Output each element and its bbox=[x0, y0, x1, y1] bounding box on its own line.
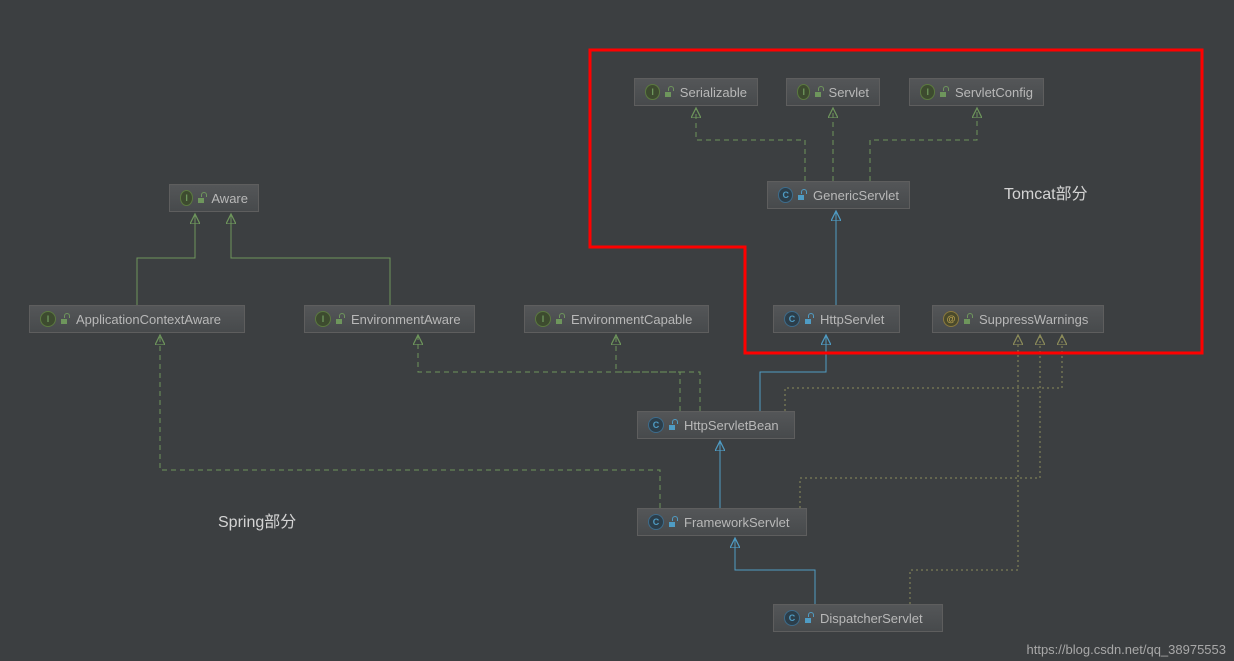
interface-icon: I bbox=[180, 190, 193, 206]
visibility-icon bbox=[797, 190, 807, 200]
node-httpservlet: C HttpServlet bbox=[773, 305, 900, 333]
node-appcontextaware: I ApplicationContextAware bbox=[29, 305, 245, 333]
visibility-icon bbox=[197, 193, 205, 203]
node-label: DispatcherServlet bbox=[820, 611, 923, 626]
node-serializable: I Serializable bbox=[634, 78, 758, 106]
interface-icon: I bbox=[920, 84, 935, 100]
interface-icon: I bbox=[40, 311, 56, 327]
node-genericservlet: C GenericServlet bbox=[767, 181, 910, 209]
node-label: SuppressWarnings bbox=[979, 312, 1088, 327]
node-label: ServletConfig bbox=[955, 85, 1033, 100]
node-label: Servlet bbox=[829, 85, 869, 100]
class-icon: C bbox=[648, 417, 664, 433]
node-environmentcapable: I EnvironmentCapable bbox=[524, 305, 709, 333]
visibility-icon bbox=[664, 87, 674, 97]
node-environmentaware: I EnvironmentAware bbox=[304, 305, 475, 333]
node-dispatcherservlet: C DispatcherServlet bbox=[773, 604, 943, 632]
node-label: GenericServlet bbox=[813, 188, 899, 203]
interface-icon: I bbox=[535, 311, 551, 327]
node-label: HttpServletBean bbox=[684, 418, 779, 433]
visibility-icon bbox=[335, 314, 345, 324]
visibility-icon bbox=[804, 314, 814, 324]
node-servletconfig: I ServletConfig bbox=[909, 78, 1044, 106]
node-label: HttpServlet bbox=[820, 312, 884, 327]
node-label: Aware bbox=[211, 191, 248, 206]
node-httpservletbean: C HttpServletBean bbox=[637, 411, 795, 439]
class-icon: C bbox=[648, 514, 664, 530]
class-icon: C bbox=[784, 311, 800, 327]
watermark: https://blog.csdn.net/qq_38975553 bbox=[1027, 642, 1227, 657]
visibility-icon bbox=[963, 314, 973, 324]
node-label: ApplicationContextAware bbox=[76, 312, 221, 327]
class-icon: C bbox=[778, 187, 793, 203]
visibility-icon bbox=[668, 517, 678, 527]
label-tomcat: Tomcat部分 bbox=[1004, 180, 1088, 204]
class-icon: C bbox=[784, 610, 800, 626]
interface-icon: I bbox=[797, 84, 810, 100]
annotation-icon: @ bbox=[943, 311, 959, 327]
label-spring: Spring部分 bbox=[218, 508, 296, 532]
node-aware: I Aware bbox=[169, 184, 259, 212]
node-servlet: I Servlet bbox=[786, 78, 880, 106]
visibility-icon bbox=[804, 613, 814, 623]
visibility-icon bbox=[814, 87, 822, 97]
node-label: EnvironmentAware bbox=[351, 312, 461, 327]
interface-icon: I bbox=[315, 311, 331, 327]
node-suppresswarnings: @ SuppressWarnings bbox=[932, 305, 1104, 333]
node-label: Serializable bbox=[680, 85, 747, 100]
node-frameworkservlet: C FrameworkServlet bbox=[637, 508, 807, 536]
visibility-icon bbox=[939, 87, 949, 97]
interface-icon: I bbox=[645, 84, 660, 100]
node-label: FrameworkServlet bbox=[684, 515, 789, 530]
visibility-icon bbox=[60, 314, 70, 324]
node-label: EnvironmentCapable bbox=[571, 312, 692, 327]
visibility-icon bbox=[555, 314, 565, 324]
visibility-icon bbox=[668, 420, 678, 430]
